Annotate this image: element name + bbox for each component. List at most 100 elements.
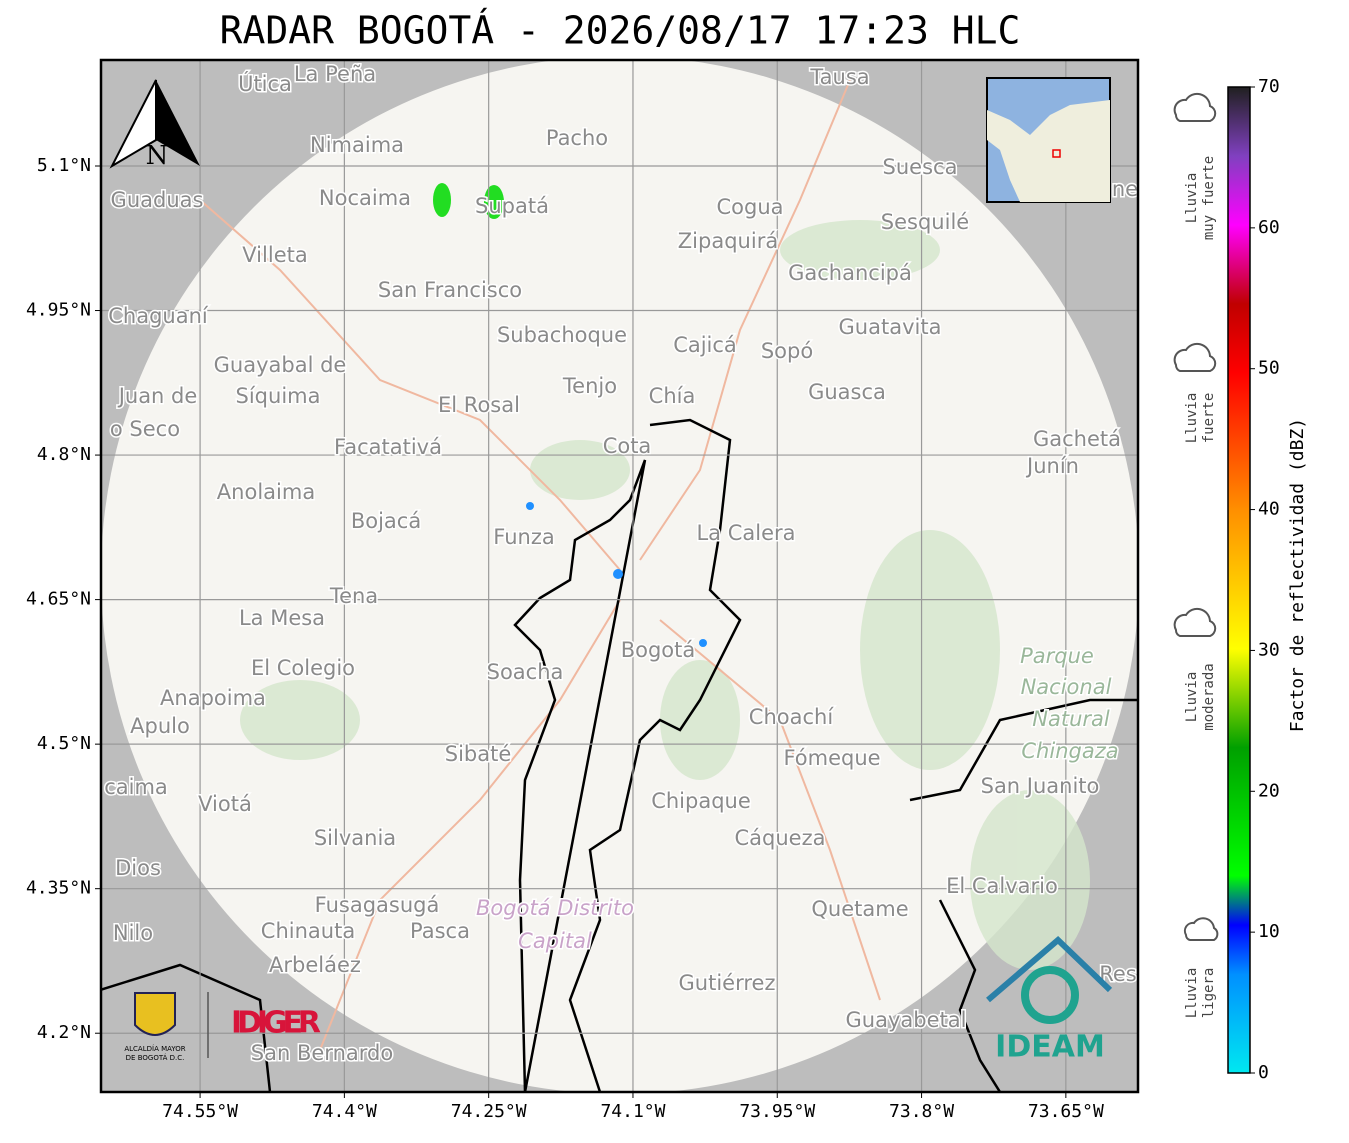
colorbar-tick-label: 40	[1258, 499, 1280, 520]
place: Cajicá	[673, 333, 737, 357]
place: Tausa	[809, 65, 869, 89]
place: Cota	[603, 434, 652, 458]
capital-label: Capital	[518, 929, 592, 953]
place: Nilo	[113, 921, 153, 945]
place: Viotá	[198, 792, 252, 816]
place: Anapoima	[160, 686, 266, 710]
rain-label-line: ligera	[1201, 968, 1217, 1019]
colorbar-tick-label: 50	[1258, 358, 1280, 379]
roads	[199, 79, 881, 1051]
place: Gutiérrez	[679, 971, 776, 995]
place: Anolaima	[217, 480, 315, 504]
place: Silvania	[314, 826, 396, 850]
place: Quetame	[811, 897, 908, 921]
place: Funza	[493, 525, 554, 549]
capital-label: Bogotá Distrito	[476, 896, 634, 920]
district-boundary	[513, 418, 742, 1092]
rain-label-line: fuerte	[1201, 393, 1217, 444]
place: Gachetá	[1033, 427, 1121, 451]
y-tick-label: 4.65°N	[26, 589, 91, 610]
colorbar-label: Factor de reflectividad (dBZ)	[1287, 418, 1308, 732]
place: San Juanito	[981, 774, 1100, 798]
place: Zipaquirá	[678, 229, 778, 253]
x-tick-label: 73.65°W	[1028, 1101, 1104, 1122]
place: San Francisco	[378, 278, 522, 302]
place: ne	[1112, 177, 1138, 201]
place: Chaguaní	[108, 304, 209, 328]
rain-label: Lluvialigera	[1184, 968, 1217, 1019]
place: Guayabal de	[214, 353, 347, 377]
alcaldia-logo: ALCALDÍA MAYOR DE BOGOTÁ D.C. IDIGER	[124, 992, 321, 1062]
place: Junín	[1025, 454, 1079, 478]
place: Guaduas	[111, 188, 204, 212]
place: Tenjo	[562, 374, 617, 398]
place: La Mesa	[239, 606, 325, 630]
y-tick-label: 4.8°N	[37, 444, 91, 465]
place: Nocaima	[319, 186, 411, 210]
park-label: Nacional	[1021, 675, 1112, 699]
place: Chía	[649, 384, 696, 408]
idiger-logo: IDIGER	[231, 1006, 321, 1041]
place: Sopó	[761, 339, 813, 363]
colorbar-tick-label: 0	[1258, 1062, 1269, 1083]
place: Guayabetal	[846, 1008, 967, 1032]
colorbar-tick-label: 10	[1258, 921, 1280, 942]
rain-legend: Lluviamuy fuerte Lluviafuerte Lluviamode…	[1173, 92, 1219, 1019]
place: Apulo	[130, 714, 190, 738]
title: RADAR BOGOTÁ - 2026/08/17 17:23 HLC	[220, 9, 1021, 53]
rain-label-line: Lluvia	[1184, 173, 1200, 224]
x-tick-label: 74.25°W	[451, 1101, 527, 1122]
place: Síquima	[236, 384, 321, 408]
x-tick-label: 73.95°W	[739, 1101, 815, 1122]
x-tick-label: 74.55°W	[162, 1101, 238, 1122]
place-labels: Útica La Peña Tausa Pacho Nimaima Suesca…	[103, 61, 1138, 1067]
north-arrow: N	[109, 79, 200, 171]
x-tick-label: 73.8°W	[889, 1101, 954, 1122]
map: Útica La Peña Tausa Pacho Nimaima Suesca…	[101, 60, 1138, 1092]
place: Villeta	[242, 243, 307, 267]
y-tick-label: 4.5°N	[37, 733, 91, 754]
place: Guatavita	[839, 315, 942, 339]
place: Facatativá	[334, 435, 442, 459]
place: Gachancipá	[788, 261, 912, 285]
department-boundary	[101, 698, 1138, 1092]
place: Chipaque	[651, 789, 751, 813]
place: caima	[104, 775, 168, 799]
place: Subachoque	[497, 323, 627, 347]
colorbar-tick-label: 20	[1258, 780, 1280, 801]
inset-map	[986, 77, 1111, 203]
place: Chinauta	[261, 919, 355, 943]
y-tick-label: 5.1°N	[37, 155, 91, 176]
place: Choachí	[749, 705, 835, 729]
rain-label-line: Lluvia	[1184, 968, 1200, 1019]
place: Cáqueza	[735, 826, 826, 850]
place: Pasca	[410, 919, 470, 943]
place: Guasca	[808, 380, 886, 404]
place: Juan de	[117, 384, 198, 408]
alcaldia-text: ALCALDÍA MAYOR	[124, 1044, 185, 1053]
place: Útica	[238, 71, 292, 96]
place: Tena	[329, 584, 378, 608]
y-tick-label: 4.95°N	[26, 300, 91, 321]
x-tick-label: 74.4°W	[312, 1101, 377, 1122]
place: Soacha	[487, 660, 564, 684]
park-label: Chingaza	[1021, 739, 1118, 763]
x-tick-label: 74.1°W	[600, 1101, 665, 1122]
colorbar	[1227, 86, 1251, 1074]
rain-label-line: muy fuerte	[1201, 156, 1217, 240]
rain-label: Lluviamuy fuerte	[1184, 156, 1217, 240]
radar-echoes-weak	[526, 502, 707, 647]
place: Sesquilé	[881, 210, 969, 234]
grid	[101, 60, 1138, 1092]
place: El Colegio	[251, 656, 355, 680]
rain-label-line: Lluvia	[1184, 672, 1200, 723]
rain-label-line: Lluvia	[1184, 393, 1200, 444]
place: Nimaima	[310, 133, 404, 157]
park-label: Parque	[1020, 644, 1094, 668]
colorbar-tick-label: 30	[1258, 639, 1280, 660]
place: El Rosal	[438, 393, 520, 417]
place: Fómeque	[783, 746, 880, 770]
rain-label: Lluviamoderada	[1184, 663, 1217, 730]
place: Bojacá	[351, 509, 421, 533]
